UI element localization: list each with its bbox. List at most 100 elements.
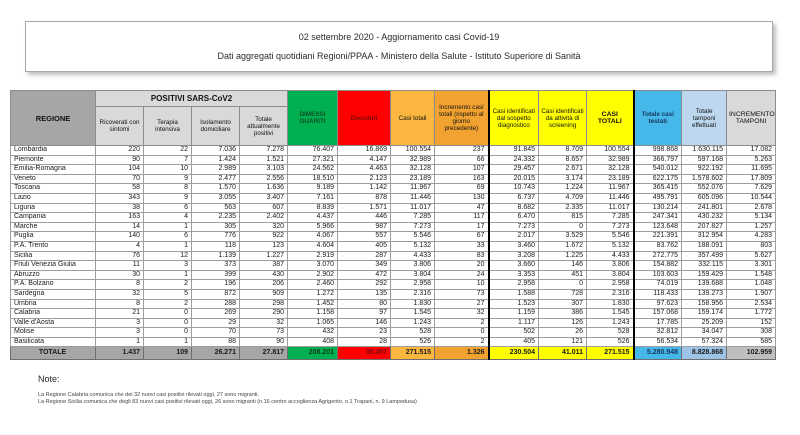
total-value-cell: 27.817 bbox=[238, 346, 289, 361]
value-cell: 9 bbox=[143, 173, 192, 185]
value-cell: 399 bbox=[191, 269, 240, 281]
value-cell: 11.446 bbox=[390, 192, 436, 204]
value-cell: 1.065 bbox=[287, 317, 339, 329]
value-cell: 1.548 bbox=[726, 269, 777, 281]
value-cell: 117 bbox=[434, 212, 490, 223]
region-name-cell: Sicilia bbox=[10, 250, 96, 262]
value-cell: 3.301 bbox=[726, 260, 777, 271]
value-cell: 83 bbox=[434, 250, 490, 262]
value-cell: 0 bbox=[143, 317, 192, 329]
value-cell: 495.791 bbox=[633, 192, 683, 204]
value-cell: 38 bbox=[95, 202, 144, 214]
region-name-cell: Marche bbox=[10, 221, 96, 233]
value-cell: 21 bbox=[95, 308, 144, 319]
col-header-screening: Casi identificati da attività di screeni… bbox=[538, 90, 588, 146]
value-cell: 23 bbox=[337, 327, 392, 338]
table-row: Abruzzo 30 1 399 430 2.902 472 3.804 24 3.353 451 3… bbox=[10, 269, 777, 281]
value-cell: 922.192 bbox=[681, 164, 728, 175]
value-cell: 5.263 bbox=[726, 154, 777, 166]
value-cell: 605.096 bbox=[681, 192, 728, 204]
value-cell: 909 bbox=[238, 288, 289, 300]
total-value-cell: 1.437 bbox=[95, 346, 144, 361]
value-cell: 32 bbox=[95, 288, 144, 300]
value-cell: 32.989 bbox=[390, 154, 436, 166]
col-header-casi-totali-yellow: CASI TOTALI bbox=[586, 90, 635, 146]
value-cell: 528 bbox=[586, 327, 635, 338]
value-cell: 196 bbox=[191, 279, 240, 290]
total-value-cell: 1.326 bbox=[434, 346, 490, 361]
table-row: Lazio 343 9 3.055 3.407 7.161 878 11.446 130 6.73… bbox=[10, 192, 777, 204]
notes-title: Note: bbox=[38, 374, 60, 384]
region-name-cell: Valle d'Aosta bbox=[10, 317, 96, 329]
value-cell: 83.762 bbox=[633, 240, 683, 252]
value-cell: 7.278 bbox=[238, 145, 289, 156]
value-cell: 1.117 bbox=[487, 317, 540, 329]
value-cell: 24 bbox=[434, 269, 490, 281]
value-cell: 552.076 bbox=[681, 183, 728, 194]
region-name-cell: Toscana bbox=[10, 183, 96, 194]
value-cell: 56.534 bbox=[633, 336, 683, 348]
value-cell: 6 bbox=[143, 202, 192, 214]
value-cell: 73 bbox=[238, 327, 289, 338]
value-cell: 269 bbox=[191, 308, 240, 319]
table-row: Basilicata 1 1 88 90 408 28 526 2 405 121 526 56.534… bbox=[10, 336, 777, 348]
table-row: Liguria 38 6 563 607 8.839 1.571 11.017 47 8.682 2… bbox=[10, 202, 777, 214]
value-cell: 5.132 bbox=[390, 240, 436, 252]
value-cell: 1.571 bbox=[337, 202, 392, 214]
value-cell: 104 bbox=[95, 164, 144, 175]
value-cell: 2.316 bbox=[586, 288, 635, 300]
total-value-cell: 109 bbox=[143, 346, 192, 361]
value-cell: 3.208 bbox=[487, 250, 540, 262]
value-cell: 2.678 bbox=[726, 202, 777, 214]
note-line: La Regione Sicilia comunica che degli 83… bbox=[38, 398, 417, 405]
value-cell: 446 bbox=[337, 212, 392, 223]
value-cell: 2.958 bbox=[487, 279, 540, 290]
value-cell: 135 bbox=[337, 288, 392, 300]
total-value-cell: 271.515 bbox=[586, 346, 635, 361]
value-cell: 1.225 bbox=[538, 250, 588, 262]
value-cell: 5.966 bbox=[287, 221, 339, 233]
value-cell: 1 bbox=[143, 221, 192, 233]
value-cell: 298 bbox=[238, 298, 289, 310]
value-cell: 451 bbox=[538, 269, 588, 281]
value-cell: 2.017 bbox=[487, 231, 540, 242]
value-cell: 3.529 bbox=[538, 231, 588, 242]
region-name-cell: Molise bbox=[10, 327, 96, 338]
value-cell: 25.209 bbox=[681, 317, 728, 329]
col-header-tamponi: Totale tamponi effettuati bbox=[681, 90, 728, 146]
value-cell: 90 bbox=[95, 154, 144, 166]
value-cell: 17.785 bbox=[633, 317, 683, 329]
value-cell: 7.273 bbox=[487, 221, 540, 233]
value-cell: 365.415 bbox=[633, 183, 683, 194]
value-cell: 308 bbox=[726, 327, 777, 338]
total-value-cell: 208.201 bbox=[287, 346, 339, 361]
value-cell: 272.775 bbox=[633, 250, 683, 262]
value-cell: 287 bbox=[337, 250, 392, 262]
value-cell: 47 bbox=[434, 202, 490, 214]
total-value-cell: 35.497 bbox=[337, 346, 392, 361]
value-cell: 563 bbox=[191, 202, 240, 214]
value-cell: 30 bbox=[95, 269, 144, 281]
value-cell: 430 bbox=[238, 269, 289, 281]
value-cell: 4.709 bbox=[538, 192, 588, 204]
table-row: Marche 14 1 305 320 5.966 987 7.273 17 7.273 0 7.27… bbox=[10, 221, 777, 233]
value-cell: 3 bbox=[95, 317, 144, 329]
value-cell: 163 bbox=[434, 173, 490, 185]
value-cell: 3.660 bbox=[487, 260, 540, 271]
value-cell: 922 bbox=[238, 231, 289, 242]
value-cell: 1.630.115 bbox=[681, 145, 728, 156]
value-cell: 540.012 bbox=[633, 164, 683, 175]
region-name-cell: Sardegna bbox=[10, 288, 96, 300]
value-cell: 11.695 bbox=[726, 164, 777, 175]
value-cell: 97.623 bbox=[633, 298, 683, 310]
value-cell: 1.272 bbox=[287, 288, 339, 300]
col-header-incremento-casi: Incremento casi totali (rispetto al gior… bbox=[434, 90, 490, 146]
value-cell: 0 bbox=[538, 279, 588, 290]
value-cell: 7.273 bbox=[390, 221, 436, 233]
value-cell: 307 bbox=[538, 298, 588, 310]
region-name-cell: Veneto bbox=[10, 173, 96, 185]
value-cell: 70 bbox=[191, 327, 240, 338]
region-name-cell: Calabria bbox=[10, 308, 96, 319]
value-cell: 130 bbox=[434, 192, 490, 204]
value-cell: 998.868 bbox=[633, 145, 683, 156]
